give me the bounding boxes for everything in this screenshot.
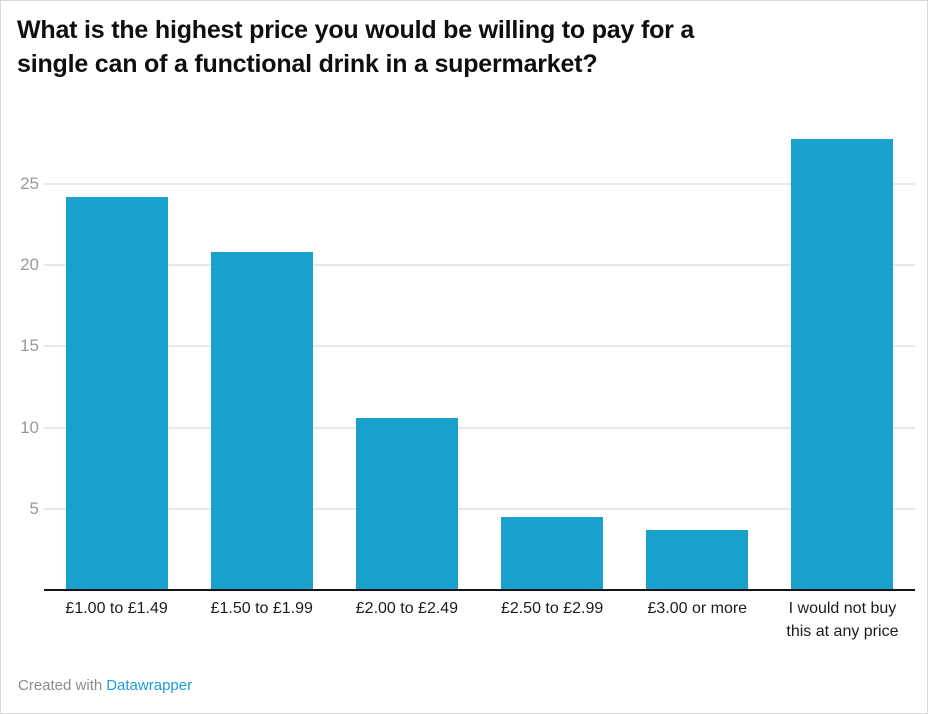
bar-column <box>44 132 189 590</box>
x-axis-line <box>44 589 915 591</box>
bar <box>355 417 458 590</box>
bar <box>791 138 894 590</box>
bar-column <box>480 132 625 590</box>
footer: Created with Datawrapper <box>18 676 192 696</box>
bar-column <box>189 132 334 590</box>
gridline <box>44 264 915 267</box>
y-tick-label: 15 <box>20 336 39 356</box>
bar <box>646 529 749 590</box>
gridline <box>44 426 915 429</box>
x-axis-labels: £1.00 to £1.49 £1.50 to £1.99 £2.00 to £2.… <box>44 597 915 643</box>
chart-title: What is the highest price you would be w… <box>17 16 695 78</box>
gridline <box>44 345 915 348</box>
y-tick-label: 25 <box>20 173 39 193</box>
gridline <box>44 507 915 510</box>
bar <box>210 252 313 590</box>
bar <box>501 516 604 590</box>
x-tick-label: £2.00 to £2.49 <box>355 600 459 617</box>
gridline <box>44 182 915 185</box>
bar-series <box>44 132 915 590</box>
bar <box>65 196 168 590</box>
x-tick-label: £1.00 to £1.49 <box>65 600 168 617</box>
footer-text: Created with <box>18 677 103 694</box>
x-tick-label: £3.00 or more <box>647 600 748 617</box>
bar-column <box>334 132 479 590</box>
bar-column <box>770 132 915 590</box>
x-tick-label: £1.50 to £1.99 <box>210 600 313 617</box>
datawrapper-link[interactable]: Datawrapper <box>106 677 193 694</box>
plot-area <box>44 132 915 591</box>
x-tick-label: I would not buy this at any price <box>786 600 899 640</box>
y-tick-label: 5 <box>29 498 39 518</box>
y-tick-label: 10 <box>20 417 39 437</box>
bar-column <box>625 132 770 590</box>
x-tick-label: £2.50 to £2.99 <box>500 600 604 617</box>
y-tick-label: 20 <box>20 255 39 275</box>
